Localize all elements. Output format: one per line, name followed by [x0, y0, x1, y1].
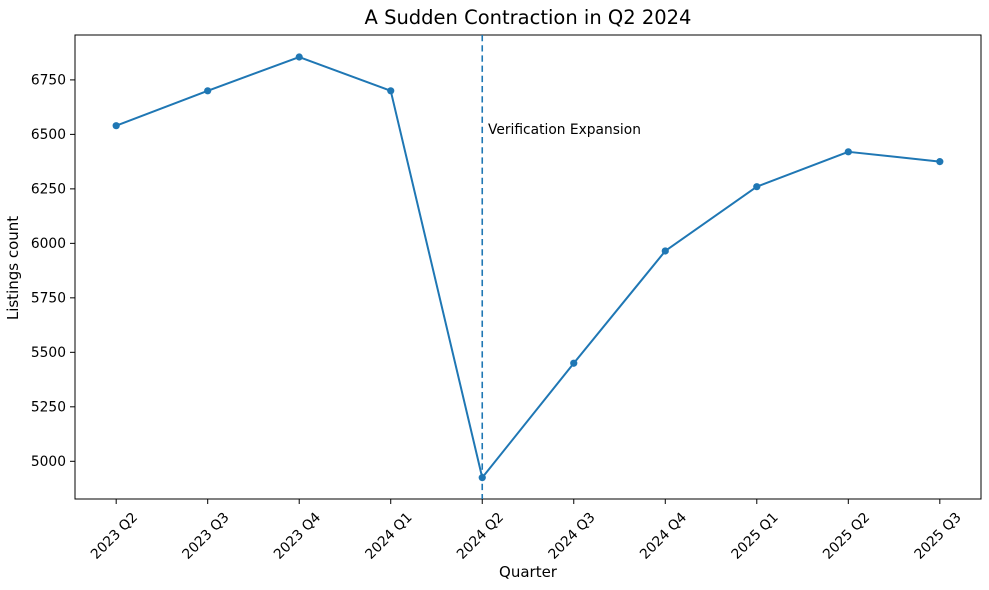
x-tick-label: 2024 Q3 [545, 510, 598, 563]
data-point-marker [570, 359, 578, 367]
data-point-marker [936, 158, 944, 166]
x-tick-label: 2025 Q3 [912, 510, 965, 563]
data-point-marker [387, 87, 395, 95]
annotation-text: Verification Expansion [488, 122, 641, 138]
data-point-marker [295, 53, 303, 61]
data-point-marker [204, 87, 212, 95]
x-tick-label: 2025 Q2 [820, 510, 873, 563]
x-tick-label: 2023 Q3 [179, 510, 232, 563]
data-point-marker [478, 474, 486, 482]
y-tick-label: 6250 [31, 182, 66, 198]
data-point-marker [844, 148, 852, 156]
series-line [115, 56, 941, 479]
x-tick-label: 2024 Q4 [637, 510, 690, 563]
y-tick-label: 5750 [31, 291, 66, 307]
x-tick-label: 2023 Q2 [88, 510, 141, 563]
y-tick-label: 6750 [31, 73, 66, 89]
y-tick-label: 5250 [31, 400, 66, 416]
chart-title: A Sudden Contraction in Q2 2024 [365, 6, 692, 29]
y-tick-label: 6500 [31, 127, 66, 143]
data-point-marker [112, 122, 120, 130]
x-tick-label: 2025 Q1 [728, 510, 781, 563]
data-series-layer [112, 53, 944, 482]
data-point-marker [753, 183, 761, 191]
y-axis: 5000 5250 5500 5750 6000 6250 6500 6750 [31, 73, 75, 470]
x-tick-label: 2023 Q4 [271, 510, 324, 563]
y-tick-label: 5500 [31, 345, 66, 361]
x-axis: 2023 Q2 2023 Q3 2023 Q4 2024 Q1 2024 Q2 2024 … [88, 499, 965, 563]
x-axis-title: Quarter [499, 563, 558, 581]
x-tick-label: 2024 Q1 [362, 510, 415, 563]
y-tick-label: 6000 [31, 236, 66, 252]
y-axis-title: Listings count [4, 216, 22, 320]
plot-area-border [74, 34, 982, 500]
x-tick-label: 2024 Q2 [454, 510, 507, 563]
y-tick-label: 5000 [31, 454, 66, 470]
data-point-marker [661, 247, 669, 255]
